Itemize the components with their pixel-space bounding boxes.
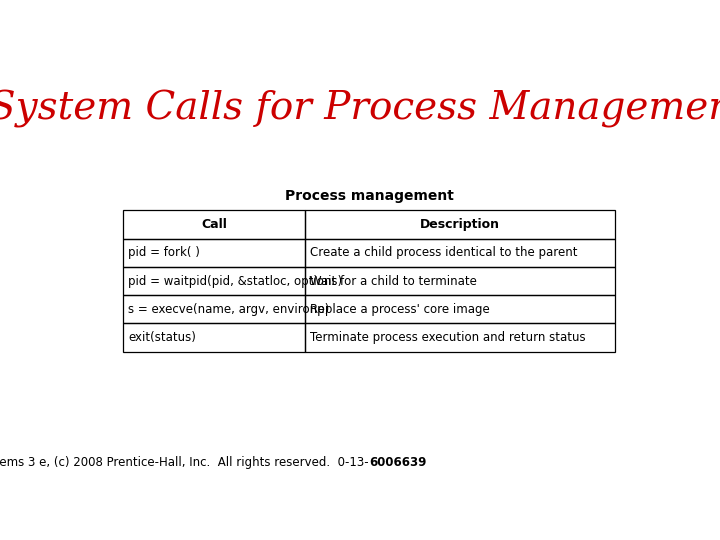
Bar <box>124 210 305 239</box>
Bar <box>124 267 305 295</box>
Text: Replace a process' core image: Replace a process' core image <box>310 303 490 316</box>
Text: Process management: Process management <box>284 189 454 203</box>
Text: exit(status): exit(status) <box>128 331 196 344</box>
Bar <box>305 295 615 323</box>
Text: Tanenbaum, Modern Operating Systems 3 e, (c) 2008 Prentice-Hall, Inc.  All right: Tanenbaum, Modern Operating Systems 3 e,… <box>0 456 369 469</box>
Text: Create a child process identical to the parent: Create a child process identical to the … <box>310 246 577 259</box>
Bar <box>305 210 615 239</box>
Bar <box>305 239 615 267</box>
Text: Call: Call <box>202 218 228 231</box>
Bar <box>124 239 305 267</box>
Bar <box>124 323 305 352</box>
Text: pid = waitpid(pid, &statloc, options): pid = waitpid(pid, &statloc, options) <box>128 274 342 287</box>
Text: 6006639: 6006639 <box>369 456 426 469</box>
Text: System Calls for Process Management: System Calls for Process Management <box>0 90 720 128</box>
Text: Description: Description <box>420 218 500 231</box>
Bar <box>305 323 615 352</box>
Text: Terminate process execution and return status: Terminate process execution and return s… <box>310 331 585 344</box>
Text: pid = fork( ): pid = fork( ) <box>128 246 200 259</box>
Bar <box>124 295 305 323</box>
Text: Wait for a child to terminate: Wait for a child to terminate <box>310 274 477 287</box>
Bar <box>305 267 615 295</box>
Text: s = execve(name, argv, environp): s = execve(name, argv, environp) <box>128 303 329 316</box>
